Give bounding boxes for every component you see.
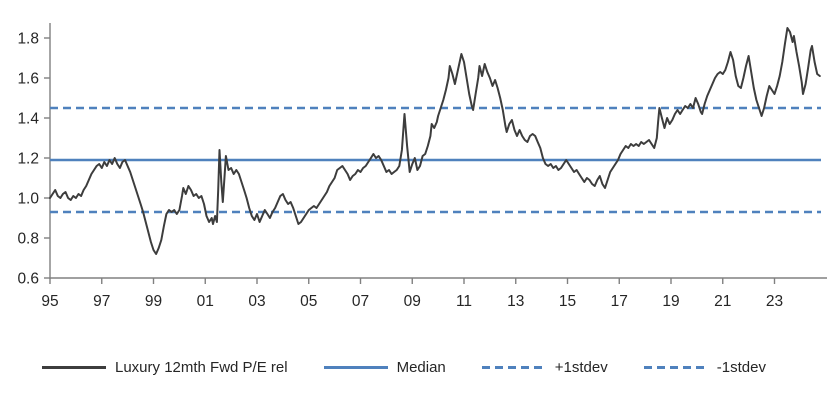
y-tick-label: 0.6 — [17, 271, 39, 288]
series-line-swatch — [42, 366, 106, 369]
line-chart-plot-area: 1.8 1.6 1.4 1.2 1.0 0.8 0.695 97 99 01 03 05 07 09 11 1… — [17, 23, 827, 310]
x-tick-label: 97 — [93, 293, 110, 310]
legend-item-luxury-pe: Luxury 12mth Fwd P/E rel — [42, 359, 288, 376]
x-tick-label: 23 — [766, 293, 783, 310]
x-tick-label: 21 — [714, 293, 731, 310]
x-tick-label: 19 — [662, 293, 679, 310]
x-tick-label: 95 — [41, 293, 58, 310]
y-tick-label: 1.6 — [17, 71, 39, 88]
x-tick-label: 01 — [197, 293, 214, 310]
y-tick-label: 0.8 — [17, 231, 39, 248]
median-line-swatch — [323, 366, 388, 369]
x-tick-label: 09 — [404, 293, 421, 310]
x-tick-label: 99 — [145, 293, 162, 310]
y-tick-label: 1.2 — [17, 151, 39, 168]
chart-legend: Luxury 12mth Fwd P/E rel Median +1stdev … — [0, 359, 840, 376]
legend-label-luxury-pe: Luxury 12mth Fwd P/E rel — [115, 359, 288, 376]
y-tick-label: 1.0 — [17, 191, 39, 208]
legend-item-plus-1stdev: +1stdev — [481, 359, 608, 376]
x-tick-label: 03 — [248, 293, 265, 310]
y-tick-label: 1.4 — [17, 111, 39, 128]
x-tick-label: 17 — [611, 293, 628, 310]
x-tick-label: 11 — [456, 293, 472, 310]
x-tick-label: 15 — [559, 293, 576, 310]
legend-item-median: Median — [323, 359, 446, 376]
series-line-luxury-pe — [49, 27, 821, 255]
plus-1stdev-line-swatch — [481, 366, 546, 369]
x-tick-label: 05 — [300, 293, 317, 310]
legend-item-minus-1stdev: -1stdev — [643, 359, 766, 376]
y-tick-label: 1.8 — [17, 31, 39, 48]
legend-label-minus-1stdev: -1stdev — [716, 359, 766, 376]
minus-1stdev-line-swatch — [643, 366, 708, 369]
x-tick-label: 07 — [352, 293, 369, 310]
legend-label-plus-1stdev: +1stdev — [554, 359, 608, 376]
legend-label-median: Median — [396, 359, 446, 376]
x-tick-label: 13 — [507, 293, 524, 310]
